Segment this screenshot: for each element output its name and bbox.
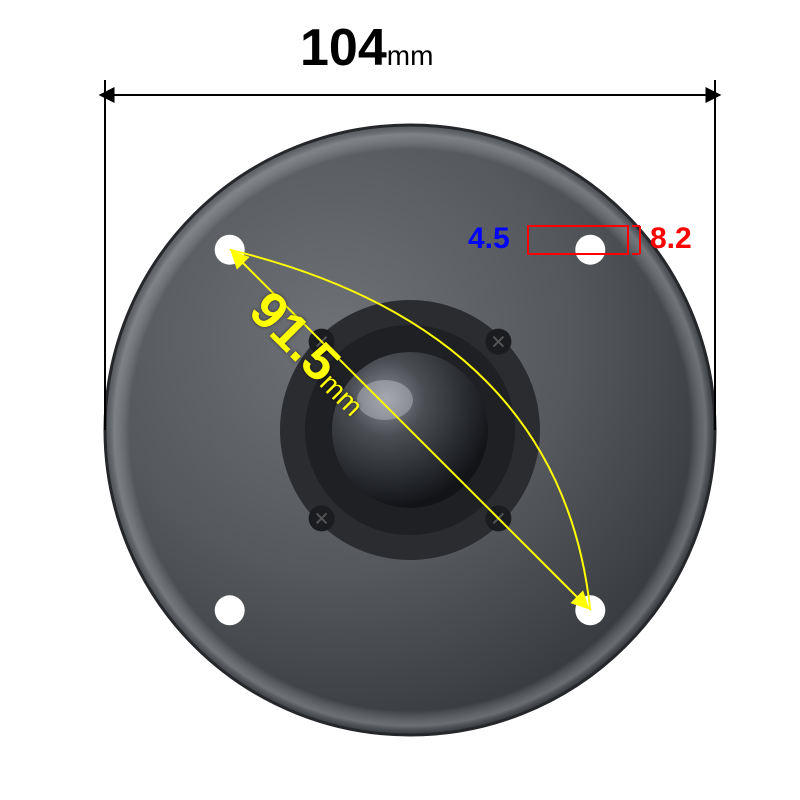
speaker-render bbox=[0, 0, 800, 800]
diagram-stage: 104mm 91.5mm 4.5 8.2 bbox=[0, 0, 800, 800]
